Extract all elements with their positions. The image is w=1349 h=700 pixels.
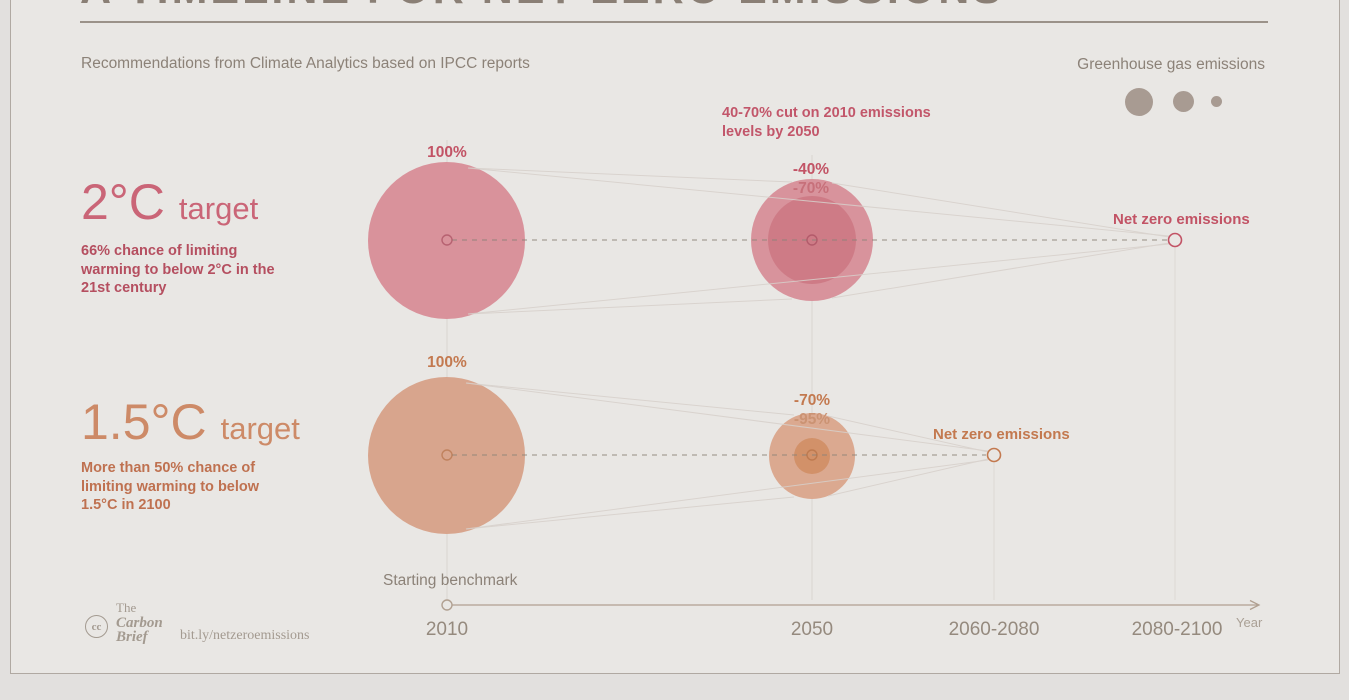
bubble-15c-2050-inner — [794, 438, 830, 474]
source-link: bit.ly/netzeroemissions — [180, 628, 310, 643]
funnel-lines-2c — [467, 167, 1170, 315]
label-2c-minus40: -40% — [792, 161, 830, 178]
description-2c: 66% chance of limiting warming to below … — [81, 243, 275, 296]
legend-circle-small — [1211, 96, 1222, 107]
label-15c-netzero: Net zero emissions — [933, 426, 1070, 443]
card-frame — [10, 0, 1340, 674]
marker-2c-2010 — [441, 234, 453, 246]
legend-circle-medium — [1173, 91, 1194, 112]
marker-15c-2050 — [806, 449, 818, 461]
label-starting-benchmark: Starting benchmark — [383, 572, 518, 589]
carbon-brief-logo: The Carbon Brief — [116, 600, 163, 645]
title-divider — [80, 21, 1268, 23]
heading-2c-suffix: target — [178, 191, 259, 226]
annotation-2c-cut: 40-70% cut on 2010 emissions levels by 2… — [722, 105, 931, 140]
marker-2c-netzero — [1167, 232, 1183, 248]
heading-15c-suffix: target — [220, 411, 300, 446]
label-15c-100pct: 100% — [427, 354, 467, 371]
brand-line-carbon: Carbon — [116, 614, 163, 631]
year-label-2010: 2010 — [425, 619, 469, 640]
label-15c-minus70: -70% — [793, 392, 831, 409]
legend-title: Greenhouse gas emissions — [1077, 56, 1265, 73]
heading-15c-value: 1.5°C — [81, 394, 207, 450]
page-title: A TIMELINE FOR NET ZERO EMISSIONS — [80, 0, 1004, 11]
timeline-arrow-icon — [1249, 599, 1261, 611]
year-label-2080-2100: 2080-2100 — [1131, 619, 1223, 640]
label-2c-netzero: Net zero emissions — [1113, 211, 1250, 228]
marker-15c-2010 — [441, 449, 453, 461]
label-2c-minus70: -70% — [792, 180, 830, 197]
description-15c: More than 50% chance of limiting warming… — [81, 460, 260, 513]
cc-license-icon: cc — [85, 615, 108, 638]
heading-2c-target: 2°C target — [81, 176, 258, 228]
funnel-lines-15c — [465, 382, 989, 530]
bubble-15c-2010 — [368, 377, 525, 534]
heading-15c-target: 1.5°C target — [81, 396, 300, 448]
timeline-start-marker — [441, 599, 453, 611]
marker-2c-2050 — [806, 234, 818, 246]
label-2c-100pct: 100% — [427, 144, 467, 161]
heading-2c-value: 2°C — [81, 174, 165, 230]
marker-15c-netzero — [986, 447, 1002, 463]
brand-line-brief: Brief — [116, 629, 148, 645]
bubble-2c-2010 — [368, 162, 525, 319]
year-label-2050: 2050 — [790, 619, 834, 640]
subtitle: Recommendations from Climate Analytics b… — [81, 55, 530, 72]
year-label-2060-2080: 2060-2080 — [948, 619, 1040, 640]
axis-label-year: Year — [1236, 615, 1263, 630]
brand-line-the: The — [116, 600, 137, 615]
legend-circle-large — [1125, 88, 1153, 116]
label-15c-minus95: -95% — [793, 411, 831, 428]
